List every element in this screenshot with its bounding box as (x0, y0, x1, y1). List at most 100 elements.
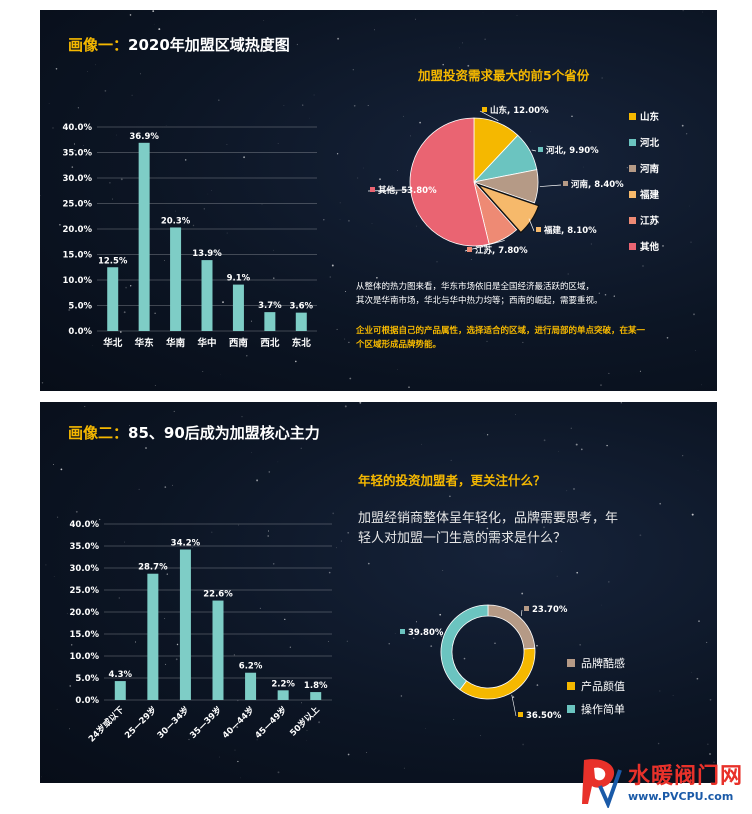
star (639, 370, 641, 372)
pie-slice (476, 183, 540, 234)
pie-value-label: 河北, 9.90% (546, 145, 599, 156)
star (608, 372, 610, 374)
star (263, 20, 265, 21)
star (620, 402, 622, 404)
star (442, 570, 444, 571)
pie-label-swatch (563, 181, 568, 186)
star (344, 405, 347, 408)
x-tick-label: 东北 (292, 337, 312, 349)
legend-swatch (629, 217, 636, 224)
star (339, 202, 341, 204)
star (357, 177, 359, 179)
bar-value-label: 2.2% (271, 679, 295, 689)
star (145, 447, 147, 449)
panel2-title: 画像二：85、90后成为加盟核心主力 (68, 422, 320, 443)
star (652, 776, 654, 777)
star (573, 488, 575, 490)
y-tick-label: 10.0% (70, 652, 100, 662)
star (516, 15, 518, 16)
star (53, 464, 55, 466)
star (583, 166, 584, 168)
panel1-title: 画像一：2020年加盟区域热度图 (68, 34, 290, 55)
star (53, 575, 55, 577)
star (66, 613, 68, 615)
pie-value-label: 河南, 8.40% (571, 179, 624, 190)
site-logo[interactable]: 水暖阀门网 www.PVCPU.com (578, 756, 750, 814)
starfield-background (40, 10, 704, 391)
panel1-title-prefix: 画像一： (68, 36, 129, 54)
logo-url: www.PVCPU.com (628, 790, 734, 803)
star (691, 671, 692, 673)
star (70, 644, 73, 646)
bar-value-label: 28.7% (138, 563, 168, 573)
star (579, 644, 581, 646)
panel2-title-text: 85、90后成为加盟核心主力 (128, 424, 320, 442)
y-tick-label: 0.0% (68, 327, 92, 337)
star (449, 495, 451, 498)
star (173, 410, 175, 412)
star (394, 633, 396, 635)
star (347, 753, 350, 756)
star (373, 29, 375, 31)
star (467, 64, 470, 67)
star (323, 218, 325, 221)
legend-label: 其他 (640, 241, 660, 253)
star (367, 562, 370, 565)
star (709, 753, 711, 755)
star (567, 273, 569, 275)
star (371, 223, 373, 224)
star (246, 355, 248, 357)
logo-name: 水暖阀门网 (628, 764, 744, 789)
star (138, 488, 140, 490)
star (207, 193, 209, 195)
star (201, 346, 203, 348)
star (175, 210, 176, 212)
star (702, 11, 704, 13)
star (690, 241, 692, 243)
star (706, 641, 708, 643)
star (359, 402, 362, 404)
star (556, 575, 558, 577)
star (666, 337, 669, 339)
star (289, 646, 291, 648)
bar (245, 672, 257, 700)
legend-swatch (567, 682, 575, 690)
star (608, 581, 610, 583)
star (119, 331, 122, 333)
star (347, 531, 350, 534)
star (543, 526, 545, 529)
star (659, 690, 661, 692)
star (574, 61, 576, 63)
pie-slice (472, 169, 539, 204)
pie-title: 加盟投资需求最大的前5个省份 (418, 68, 590, 83)
star (302, 104, 304, 106)
legend-label: 福建 (639, 189, 660, 201)
star (402, 325, 405, 328)
star (642, 265, 644, 267)
star (211, 190, 212, 191)
star (415, 621, 418, 623)
donut-label-swatch (400, 629, 405, 634)
star (272, 563, 275, 565)
bar (138, 142, 150, 331)
star (277, 143, 279, 144)
star (681, 124, 684, 127)
star (494, 69, 496, 71)
legend-label: 品牌酷感 (581, 656, 625, 670)
star (645, 226, 646, 227)
region-heat-panel: 画像一：2020年加盟区域热度图 0.0% 5.0% 10.0% 15.0% 20.0%… (40, 10, 717, 391)
star (410, 135, 411, 137)
y-tick-label: 25.0% (70, 586, 100, 596)
bar (212, 600, 224, 700)
x-tick-label: 华东 (135, 337, 155, 349)
star (52, 127, 54, 129)
province-pie-chart: 山东, 12.00% 河北, 9.90% 河南, 8.40% 福建, 8.10% 江苏,… (367, 105, 660, 256)
star (135, 641, 136, 643)
star (218, 99, 220, 101)
star (77, 107, 79, 109)
star (256, 479, 259, 482)
star (435, 484, 437, 486)
star (374, 515, 376, 517)
star (123, 311, 126, 314)
star (515, 414, 517, 415)
